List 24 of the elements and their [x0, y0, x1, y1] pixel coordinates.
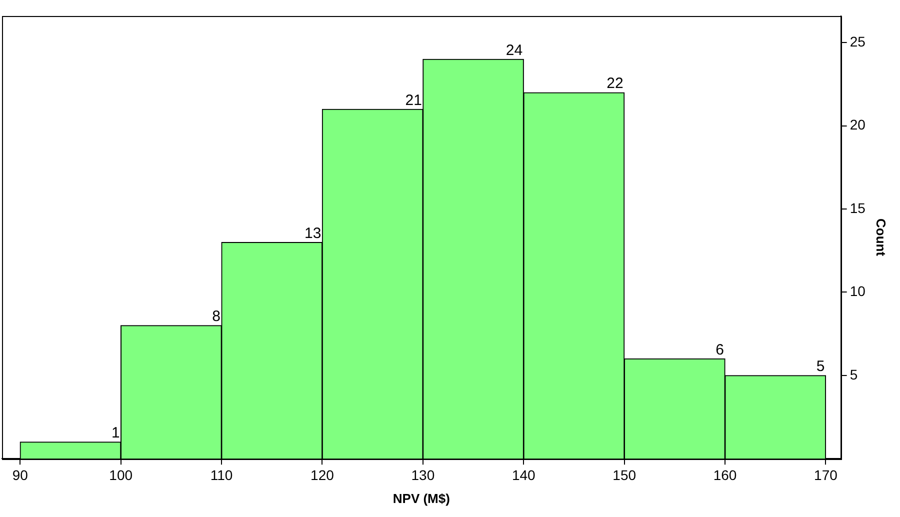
- x-axis-title: NPV (M$): [392, 490, 450, 506]
- y-tick-label: 15: [850, 200, 866, 216]
- y-tick-label: 20: [850, 116, 866, 133]
- data-label: 22: [606, 75, 624, 92]
- y-axis-title: Count: [874, 218, 889, 257]
- y-tick-label: 25: [850, 33, 866, 50]
- x-tick-label: 140: [512, 466, 536, 483]
- data-label: 1: [111, 424, 120, 442]
- data-label: 5: [816, 358, 825, 376]
- x-tick-label: 170: [814, 466, 838, 483]
- x-tick-label: 150: [612, 466, 636, 483]
- data-label: 13: [304, 224, 322, 242]
- data-label: 24: [506, 42, 523, 59]
- y-tick-label: 10: [850, 283, 866, 300]
- x-tick-label: 100: [109, 466, 133, 483]
- x-tick-label: 160: [713, 466, 737, 483]
- y-tick-label: 5: [850, 366, 858, 382]
- x-tick-label: 90: [12, 466, 28, 483]
- data-label: 21: [405, 92, 422, 109]
- x-tick-label: 130: [411, 466, 435, 483]
- x-tick-label: 110: [210, 466, 233, 483]
- data-label: 6: [716, 341, 724, 358]
- data-label: 8: [212, 308, 221, 326]
- x-tick-label: 120: [310, 466, 334, 483]
